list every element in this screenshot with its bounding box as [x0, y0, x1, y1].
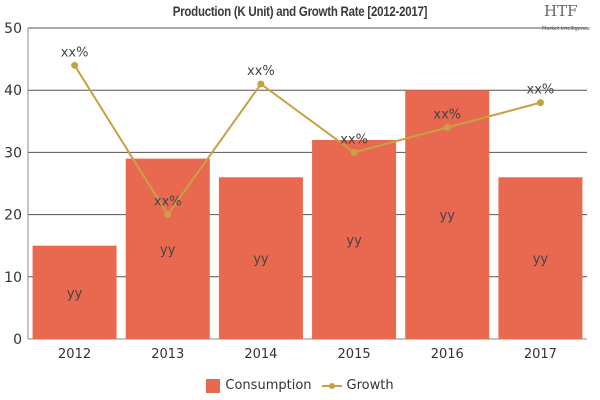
growth-point-2012	[71, 61, 79, 69]
bar-label: yy	[160, 243, 176, 258]
y-tick-label: 30	[4, 145, 22, 161]
x-tick-label: 2016	[431, 347, 464, 362]
bar-2012	[32, 245, 117, 339]
y-tick-label: 0	[13, 332, 22, 348]
growth-line	[73, 64, 541, 217]
growth-label: xx%	[154, 195, 182, 210]
bar-2017	[498, 177, 583, 339]
chart-title: Production (K Unit) and Growth Rate [201…	[172, 3, 428, 19]
bar-label: yy	[440, 209, 456, 224]
bar-2014	[218, 177, 303, 339]
y-tick-label: 20	[4, 208, 22, 224]
bar-2016	[405, 90, 490, 339]
y-tick-label: 50	[4, 21, 22, 37]
growth-label: xx%	[247, 64, 275, 79]
growth-point-2013	[164, 211, 172, 219]
x-tick-label: 2015	[338, 347, 371, 362]
legend-consumption-swatch	[206, 378, 221, 393]
y-tick-label: 10	[4, 270, 22, 286]
bar-label: yy	[346, 233, 362, 248]
legend-consumption-label: Consumption	[225, 378, 312, 393]
y-tick-label: 40	[4, 83, 22, 99]
bar-label: yy	[253, 252, 269, 267]
bar-label: yy	[67, 286, 83, 301]
growth-point-2016	[443, 124, 451, 132]
growth-label: xx%	[527, 83, 555, 98]
bar-2013	[125, 158, 210, 339]
growth-point-2014	[257, 80, 265, 88]
x-tick-label: 2012	[58, 347, 91, 362]
growth-label: xx%	[433, 108, 461, 123]
legend-growth-label: Growth	[346, 378, 394, 393]
growth-label: xx%	[61, 45, 89, 60]
htf-logo: HTF Market Intelligence	[542, 2, 590, 32]
growth-point-2015	[350, 148, 358, 156]
x-tick-label: 2017	[524, 347, 557, 362]
growth-label: xx%	[340, 132, 368, 147]
legend-growth-marker	[321, 382, 342, 389]
legend: Consumption Growth	[0, 378, 600, 393]
bar-2015	[312, 139, 397, 339]
x-tick-label: 2013	[151, 347, 184, 362]
growth-point-2017	[536, 99, 544, 107]
bar-label: yy	[533, 252, 549, 267]
x-tick-label: 2014	[244, 347, 277, 362]
